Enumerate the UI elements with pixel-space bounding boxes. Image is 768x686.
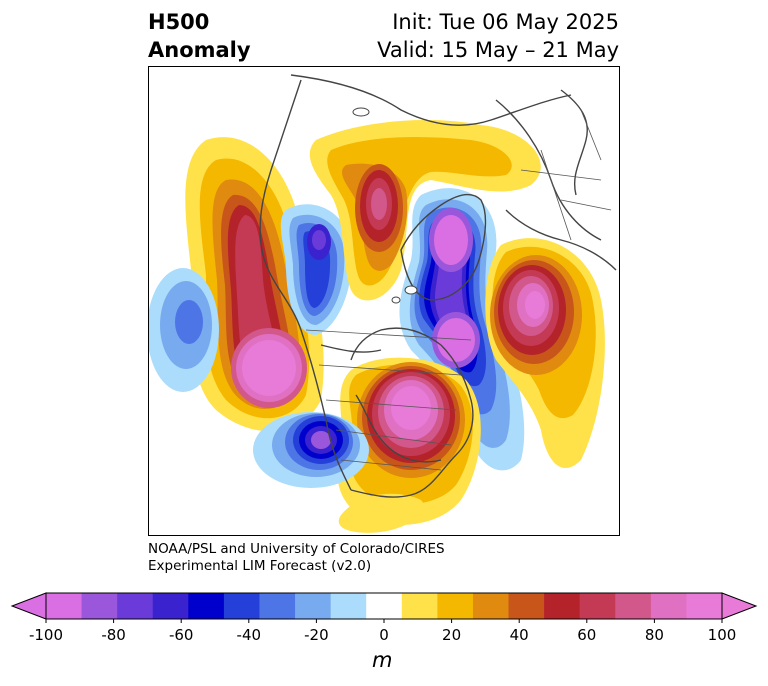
colorbar-segment xyxy=(401,593,438,619)
colorbar-segment xyxy=(295,593,332,619)
trough-us-west-coast xyxy=(253,412,369,488)
ridge-eastern-north-america xyxy=(337,357,481,525)
title-variable: H500 xyxy=(148,10,210,34)
trough-alaska xyxy=(280,204,352,335)
colorbar-tick-label: 20 xyxy=(442,626,462,644)
colorbar-tick-label: -60 xyxy=(168,626,194,644)
map-title: H500 Anomaly xyxy=(148,8,251,64)
colorbar-under-arrow xyxy=(10,592,47,620)
ridge-south xyxy=(338,493,424,533)
colorbar-segment xyxy=(330,593,367,619)
valid-range: Valid: 15 May – 21 May xyxy=(377,38,619,62)
colorbar-segment xyxy=(46,593,83,619)
colorbar-segment xyxy=(579,593,616,619)
trough-central-pacific xyxy=(149,268,219,392)
colorbar xyxy=(10,592,758,623)
forecast-dates: Init: Tue 06 May 2025 Valid: 15 May – 21… xyxy=(377,8,619,64)
colorbar-segment xyxy=(366,593,403,619)
colorbar-tick-label: -40 xyxy=(236,626,262,644)
anomaly-map xyxy=(148,66,620,536)
colorbar-segment xyxy=(650,593,687,619)
colorbar-tick-label: 80 xyxy=(644,626,664,644)
ridge-ne-pacific xyxy=(185,137,324,432)
colorbar-tick-label: 40 xyxy=(509,626,529,644)
colorbar-segment xyxy=(472,593,510,619)
colorbar-segment xyxy=(81,593,118,619)
title-field: Anomaly xyxy=(148,38,251,62)
ridge-western-russia xyxy=(485,238,605,469)
colorbar-tick-label: 0 xyxy=(379,626,389,644)
trough-greenland-kara xyxy=(399,188,525,471)
colorbar-ticks: -100 -80 -60 -40 -20 0 20 40 60 80 100 xyxy=(0,626,768,646)
colorbar-segment xyxy=(223,593,260,619)
colorbar-segment xyxy=(188,593,225,619)
credit-line-1: NOAA/PSL and University of Colorado/CIRE… xyxy=(148,541,445,557)
arctic-islands xyxy=(352,107,418,304)
colorbar-segment xyxy=(259,593,296,619)
colorbar-tick-label: 100 xyxy=(707,626,737,644)
credit-text: NOAA/PSL and University of Colorado/CIRE… xyxy=(148,541,445,575)
colorbar-segment xyxy=(686,593,723,619)
anomaly-map-svg xyxy=(149,74,617,533)
colorbar-unit-label: m xyxy=(372,648,393,672)
colorbar-segment xyxy=(117,593,154,619)
credit-line-2: Experimental LIM Forecast (v2.0) xyxy=(148,558,372,574)
colorbar-over-arrow xyxy=(721,592,758,620)
political-borders xyxy=(305,109,612,471)
init-date: Init: Tue 06 May 2025 xyxy=(392,10,619,34)
colorbar-segment xyxy=(615,593,652,619)
colorbar-segment xyxy=(508,593,545,619)
colorbar-segment xyxy=(437,593,474,619)
colorbar-tick-label: 60 xyxy=(577,626,597,644)
colorbar-tick-label: -80 xyxy=(101,626,126,644)
ridge-arctic xyxy=(309,120,541,301)
colorbar-segment xyxy=(152,593,189,619)
colorbar-segment xyxy=(544,593,581,619)
colorbar-tick-label: -20 xyxy=(304,626,329,644)
colorbar-tick-label: -100 xyxy=(28,626,64,644)
